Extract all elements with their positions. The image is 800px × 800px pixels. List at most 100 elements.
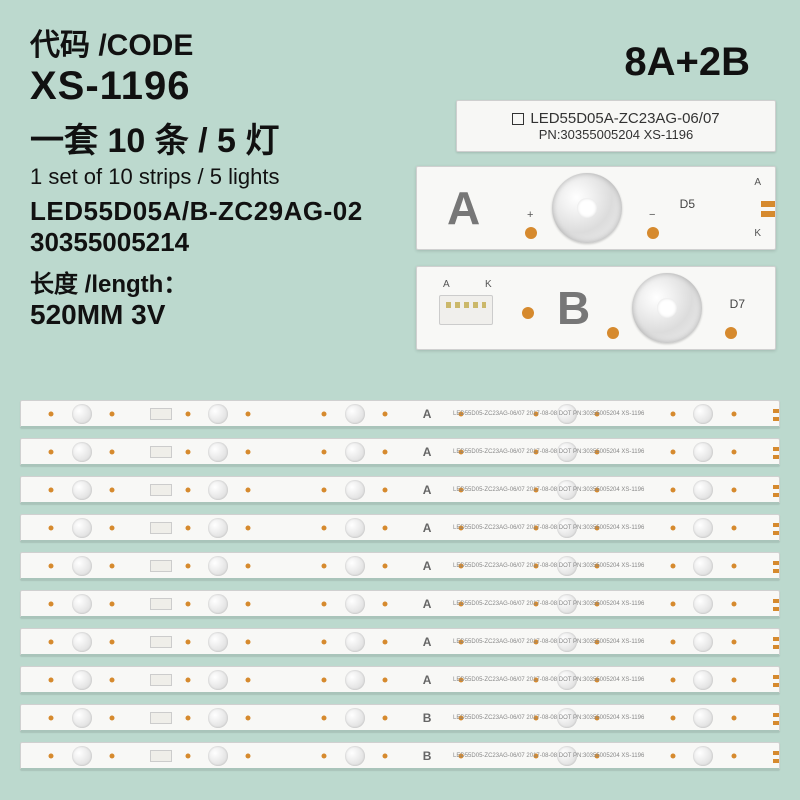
label-line-2: PN:30355005204 XS-1196 (539, 127, 693, 142)
led-strip: ALED55D05-ZC23AG-06/07 2017-08-08 DOT PN… (20, 476, 780, 504)
set-description-cn: 一套 10 条 / 5 灯 (30, 113, 363, 162)
strip-letter: A (423, 597, 432, 611)
plug-connector-icon (150, 750, 172, 762)
k-terminal-mark: K (754, 228, 761, 239)
strip-letter: A (423, 673, 432, 687)
strip-print-text: LED55D05-ZC23AG-06/07 2017-08-08 DOT PN:… (453, 753, 644, 759)
set-description-en: 1 set of 10 strips / 5 lights (30, 164, 363, 190)
strip-print-text: LED55D05-ZC23AG-06/07 2017-08-08 DOT PN:… (453, 411, 644, 417)
solder-pad-icon (382, 715, 387, 720)
led-lens-icon (72, 708, 92, 728)
strip-letter: A (423, 559, 432, 573)
plug-connector-icon (150, 408, 172, 420)
edge-connector-icon (773, 523, 779, 535)
solder-pad-icon (246, 639, 251, 644)
solder-pad-icon (49, 487, 54, 492)
closeup-strip-b: A K B D7 (416, 266, 776, 350)
solder-pad-icon (185, 411, 190, 416)
closeup-letter-a: A (447, 181, 480, 235)
led-lens-icon (208, 518, 228, 538)
plug-connector-icon (150, 712, 172, 724)
solder-pad-icon (185, 487, 190, 492)
plug-connector-icon (150, 674, 172, 686)
led-lens-icon (72, 518, 92, 538)
solder-pad-icon (670, 677, 675, 682)
solder-pad-icon (246, 411, 251, 416)
led-lens-icon (72, 556, 92, 576)
led-strip: ALED55D05-ZC23AG-06/07 2017-08-08 DOT PN… (20, 628, 780, 656)
led-lens-icon (208, 670, 228, 690)
label-line-1: LED55D05A-ZC23AG-06/07 (512, 110, 719, 127)
solder-pad-icon (109, 715, 114, 720)
led-strip: ALED55D05-ZC23AG-06/07 2017-08-08 DOT PN… (20, 514, 780, 542)
led-lens-icon (72, 632, 92, 652)
edge-connector-icon (773, 485, 779, 497)
solder-pad-icon (731, 487, 736, 492)
led-lens-icon (693, 404, 713, 424)
solder-pad-icon (670, 449, 675, 454)
solder-pad-icon (246, 753, 251, 758)
solder-pad-icon (109, 601, 114, 606)
solder-pad-icon (382, 677, 387, 682)
solder-pad-icon (246, 715, 251, 720)
led-lens-icon (693, 746, 713, 766)
led-strip: ALED55D05-ZC23AG-06/07 2017-08-08 DOT PN… (20, 552, 780, 580)
edge-connector-icon (773, 751, 779, 763)
led-lens-icon (345, 480, 365, 500)
solder-pad-icon (382, 601, 387, 606)
solder-pad-icon (382, 563, 387, 568)
solder-pad-icon (607, 327, 619, 339)
led-lens-icon (345, 518, 365, 538)
solder-pad-icon (246, 677, 251, 682)
solder-pad-icon (109, 525, 114, 530)
solder-pad-icon (185, 525, 190, 530)
plus-mark: + (527, 209, 533, 221)
solder-pad-icon (731, 411, 736, 416)
solder-pad-icon (731, 715, 736, 720)
solder-pad-icon (731, 563, 736, 568)
strip-print-text: LED55D05-ZC23AG-06/07 2017-08-08 DOT PN:… (453, 677, 644, 683)
solder-pad-icon (382, 487, 387, 492)
solder-pad-icon (731, 449, 736, 454)
printed-label-strip: LED55D05A-ZC23AG-06/07 PN:30355005204 XS… (456, 100, 776, 152)
solder-pad-icon (322, 563, 327, 568)
solder-pad-icon (322, 601, 327, 606)
led-lens-icon (208, 632, 228, 652)
a-terminal-mark: A (754, 177, 761, 188)
led-lens-icon (72, 594, 92, 614)
led-lens-icon (72, 670, 92, 690)
solder-pad-icon (246, 601, 251, 606)
edge-connector-icon (773, 599, 779, 611)
solder-pad-icon (109, 487, 114, 492)
solder-pad-icon (322, 411, 327, 416)
solder-pad-icon (382, 639, 387, 644)
code-label: 代码 /CODE (30, 20, 363, 64)
strip-letter: A (423, 521, 432, 535)
led-lens-icon (693, 670, 713, 690)
solder-pad-icon (185, 677, 190, 682)
solder-pad-icon (49, 715, 54, 720)
solder-pad-icon (670, 601, 675, 606)
led-lens-icon (345, 404, 365, 424)
strip-print-text: LED55D05-ZC23AG-06/07 2017-08-08 DOT PN:… (453, 715, 644, 721)
plug-connector-icon (150, 484, 172, 496)
solder-pad-icon (246, 449, 251, 454)
led-lens-icon (693, 480, 713, 500)
solder-pad-icon (525, 227, 537, 239)
edge-connector-icon (773, 713, 779, 725)
led-lens-icon (693, 632, 713, 652)
solder-pad-icon (185, 449, 190, 454)
header-block: 代码 /CODE XS-1196 一套 10 条 / 5 灯 1 set of … (30, 20, 363, 331)
solder-pad-icon (322, 677, 327, 682)
led-lens-icon (345, 556, 365, 576)
model-number: LED55D05A/B-ZC29AG-02 (30, 196, 363, 227)
edge-connector-icon (773, 561, 779, 573)
solder-pad-icon (670, 563, 675, 568)
led-strip: BLED55D05-ZC23AG-06/07 2017-08-08 DOT PN… (20, 704, 780, 732)
edge-connector-icon (773, 447, 779, 459)
led-strip: ALED55D05-ZC23AG-06/07 2017-08-08 DOT PN… (20, 438, 780, 466)
strip-letter: A (423, 407, 432, 421)
a-terminal-mark: A (443, 279, 450, 290)
led-lens-icon (72, 442, 92, 462)
strip-stack: A LED55D05-ZC23AG-06/07 2017-08-08 DOT PN… (20, 400, 780, 780)
